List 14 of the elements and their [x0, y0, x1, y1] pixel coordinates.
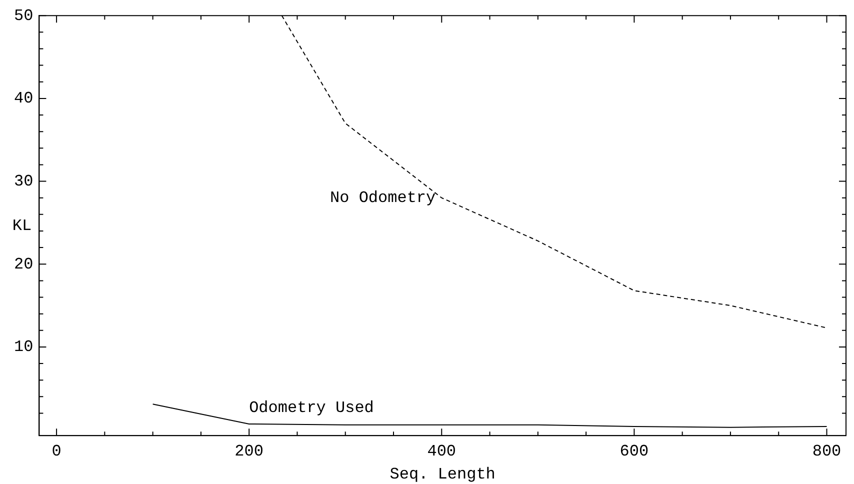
y-tick-label: 10 — [14, 338, 34, 356]
y-tick-label: 40 — [14, 90, 34, 108]
series-label: Odometry Used — [249, 399, 374, 418]
y-tick-label: 20 — [14, 255, 34, 274]
y-tick-label: 30 — [14, 172, 34, 191]
x-tick-label: 0 — [52, 442, 62, 460]
y-tick-label: 50 — [14, 6, 34, 25]
series-label: No Odometry — [330, 189, 436, 208]
x-tick-label: 600 — [620, 442, 649, 460]
x-tick-label: 800 — [812, 442, 842, 460]
x-axis-title: Seq. Length — [390, 466, 496, 484]
x-tick-label: 400 — [427, 442, 456, 460]
x-tick-label: 200 — [234, 442, 264, 460]
y-axis-title: KL — [12, 216, 32, 235]
